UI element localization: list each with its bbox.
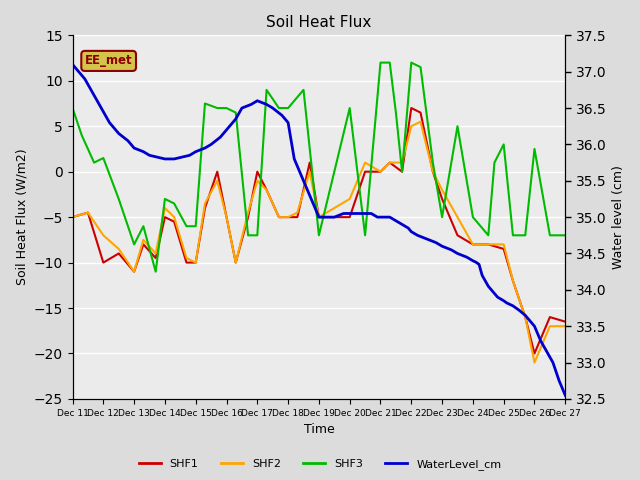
- X-axis label: Time: Time: [303, 423, 334, 436]
- Y-axis label: Water level (cm): Water level (cm): [612, 165, 625, 269]
- Legend: SHF1, SHF2, SHF3, WaterLevel_cm: SHF1, SHF2, SHF3, WaterLevel_cm: [134, 455, 506, 474]
- Y-axis label: Soil Heat Flux (W/m2): Soil Heat Flux (W/m2): [15, 149, 28, 286]
- Text: EE_met: EE_met: [85, 54, 132, 67]
- Title: Soil Heat Flux: Soil Heat Flux: [266, 15, 372, 30]
